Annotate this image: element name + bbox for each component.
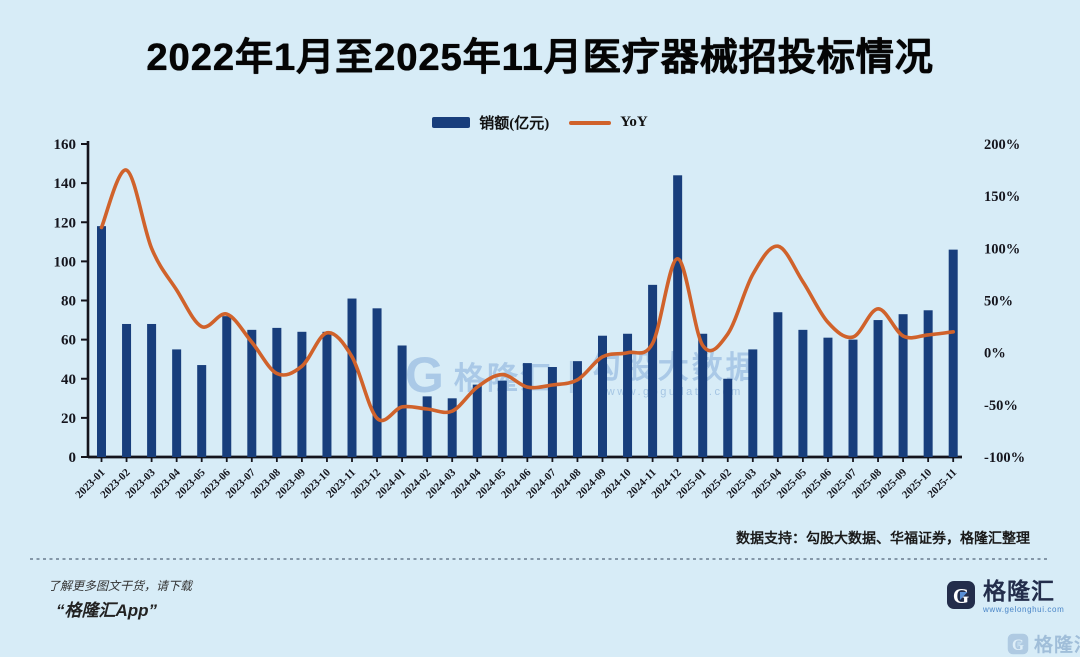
sales-bar: [648, 284, 658, 457]
sales-bar: [773, 312, 783, 457]
sales-bar: [422, 396, 432, 457]
sales-bar: [723, 378, 733, 457]
y-axis-tick-label: 80: [61, 294, 76, 310]
sales-bar: [623, 333, 633, 457]
corner-brand-name: 格隆汇: [1033, 635, 1080, 656]
y-axis-tick-label: 60: [61, 333, 76, 349]
corner-logo-icon: G: [1007, 633, 1029, 654]
sales-bar: [322, 331, 332, 457]
chart-title: 2022年1月至2025年11月医疗器械招投标情况: [146, 37, 934, 79]
sales-bar: [948, 249, 958, 457]
line-swatch-icon: [569, 120, 612, 125]
sales-bar: [748, 349, 758, 457]
brand-name: 格隆汇: [983, 578, 1055, 604]
sales-bar: [197, 365, 207, 457]
sales-bar: [673, 175, 683, 458]
sales-bar: [497, 380, 507, 457]
legend-item-sales: 销额(亿元): [432, 112, 549, 133]
data-source-note: 数据支持：勾股大数据、华福证券，格隆汇整理: [736, 530, 1030, 546]
sales-bar: [472, 384, 482, 457]
y-axis-tick-label: 20: [61, 411, 76, 427]
right-axis-tick-label: -100%: [984, 450, 1025, 466]
svg-text:G: G: [1012, 636, 1024, 653]
sales-bar: [247, 329, 257, 457]
sales-bar: [122, 323, 132, 457]
sales-bar: [447, 398, 457, 457]
sales-bar: [522, 363, 532, 457]
legend: 销额(亿元) YoY: [0, 112, 1080, 133]
sales-bar: [172, 349, 182, 457]
sales-bar: [873, 320, 883, 457]
right-axis-tick-label: 150%: [984, 189, 1020, 205]
bar-swatch-icon: [432, 117, 471, 128]
sales-bar: [222, 316, 232, 457]
legend-sales-label: 销额(亿元): [479, 116, 550, 132]
sales-bar: [347, 298, 357, 457]
right-axis-tick-label: 100%: [984, 241, 1020, 257]
sales-bar: [698, 333, 708, 457]
promo-text: 了解更多图文干货，请下载: [48, 579, 193, 593]
brand-url: www.gelonghui.com: [983, 605, 1065, 614]
sales-bar: [97, 226, 106, 457]
corner-watermark-logo: G 格隆汇: [1007, 630, 1080, 657]
gelonghui-logo: G 格隆汇 www.gelonghui.com: [946, 580, 1064, 614]
y-axis-tick-label: 160: [54, 137, 77, 153]
sales-bar: [272, 327, 282, 457]
sales-bar: [798, 329, 808, 457]
app-name-text: “格隆汇App”: [56, 601, 158, 620]
sales-bar: [572, 361, 582, 457]
sales-bar: [823, 337, 833, 457]
right-axis-tick-label: 200%: [984, 137, 1020, 153]
right-axis-tick-label: 0%: [984, 346, 1006, 362]
sales-bar: [147, 323, 157, 457]
sales-bar: [898, 314, 908, 457]
yoy-line: [99, 168, 955, 423]
sales-bar: [598, 335, 607, 457]
sales-bar: [297, 331, 307, 457]
sales-bar: [923, 310, 933, 457]
y-axis-tick-label: 0: [69, 450, 77, 466]
y-axis-tick-label: 100: [54, 254, 77, 270]
sales-bar: [372, 308, 382, 457]
brand-text-block: 格隆汇 www.gelonghui.com: [983, 580, 1064, 614]
y-axis-tick-label: 40: [61, 372, 76, 388]
legend-item-yoy: YoY: [569, 114, 648, 131]
right-axis-tick-label: -50%: [984, 398, 1018, 414]
sales-bar: [848, 339, 858, 457]
y-axis-tick-label: 140: [54, 176, 77, 192]
sales-bar: [397, 345, 407, 457]
legend-yoy-label: YoY: [620, 114, 648, 130]
y-axis-tick-label: 120: [54, 215, 77, 231]
sales-bar: [547, 367, 557, 457]
gelonghui-logo-icon: G: [947, 581, 975, 609]
right-axis-tick-label: 50%: [984, 294, 1013, 310]
